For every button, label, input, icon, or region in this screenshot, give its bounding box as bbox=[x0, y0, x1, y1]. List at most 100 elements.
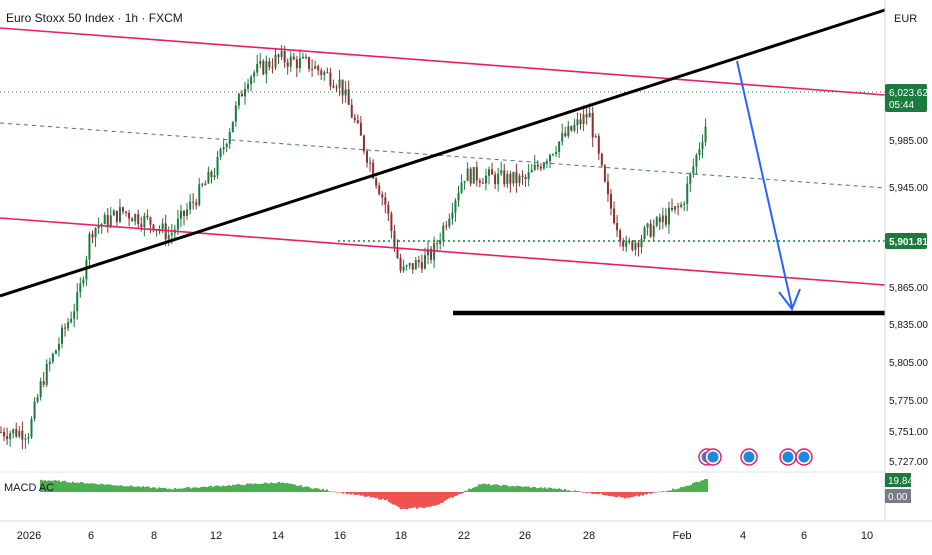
candle bbox=[460, 182, 463, 193]
candle bbox=[542, 163, 545, 169]
candle bbox=[134, 214, 137, 222]
macd-bar bbox=[102, 484, 104, 492]
macd-bar bbox=[540, 487, 542, 492]
macd-bar bbox=[658, 491, 660, 493]
macd-bar bbox=[542, 488, 544, 492]
macd-bar bbox=[640, 492, 642, 496]
macd-bar bbox=[200, 487, 202, 492]
candle bbox=[262, 61, 265, 75]
candle bbox=[353, 117, 356, 121]
macd-bar bbox=[696, 481, 698, 492]
macd-bar bbox=[414, 492, 416, 508]
candle bbox=[674, 206, 677, 210]
candle bbox=[533, 164, 536, 170]
macd-bar bbox=[456, 492, 458, 496]
candle bbox=[680, 204, 683, 207]
macd-bar bbox=[68, 482, 70, 492]
candle bbox=[277, 54, 280, 57]
candle bbox=[701, 142, 704, 150]
candle bbox=[274, 54, 277, 68]
macd-bar bbox=[346, 492, 348, 495]
candle bbox=[308, 57, 311, 69]
candle bbox=[317, 66, 320, 71]
candle bbox=[167, 235, 170, 240]
candle bbox=[643, 227, 646, 239]
macd-bar bbox=[536, 488, 538, 492]
macd-bar bbox=[526, 486, 528, 492]
macd-bar bbox=[504, 484, 506, 492]
macd-bar bbox=[216, 485, 218, 492]
macd-bar bbox=[56, 480, 58, 492]
price-tick: 5,805.00 bbox=[889, 358, 928, 369]
indicator-title[interactable]: MACD AC bbox=[4, 482, 54, 494]
candle bbox=[320, 70, 323, 75]
candle bbox=[414, 260, 417, 270]
macd-bar bbox=[288, 483, 290, 492]
macd-bar bbox=[104, 484, 106, 492]
macd-bar bbox=[690, 484, 692, 492]
candle bbox=[484, 175, 487, 184]
time-axis[interactable]: 2026 6 8 12 14 16 18 20 22 26 28 Feb 4 6… bbox=[17, 530, 873, 542]
macd-bar bbox=[150, 488, 152, 492]
macd-bar bbox=[116, 485, 118, 492]
macd-zero-badge: 0.00 bbox=[885, 489, 911, 503]
macd-bar bbox=[152, 487, 154, 492]
candle bbox=[454, 200, 457, 213]
candle bbox=[384, 197, 387, 205]
candle bbox=[500, 170, 503, 174]
event-markers[interactable] bbox=[698, 448, 813, 466]
rising-trendline[interactable] bbox=[0, 8, 886, 298]
macd-bar bbox=[390, 492, 392, 504]
macd-bar bbox=[310, 488, 312, 492]
lower-channel-line[interactable] bbox=[0, 217, 886, 286]
macd-bar bbox=[112, 485, 114, 492]
candle bbox=[338, 79, 341, 88]
candle bbox=[109, 215, 112, 226]
candle bbox=[247, 84, 250, 89]
macd-bar bbox=[316, 488, 318, 492]
macd-bar bbox=[416, 492, 418, 509]
macd-bar bbox=[692, 483, 694, 492]
macd-bar bbox=[334, 491, 336, 493]
time-tick: 2026 bbox=[17, 530, 41, 542]
macd-bar bbox=[464, 490, 466, 492]
macd-bar bbox=[284, 483, 286, 492]
event-marker-icon bbox=[795, 448, 813, 466]
macd-bar bbox=[644, 492, 646, 495]
macd-bar bbox=[354, 492, 356, 496]
candle bbox=[698, 149, 701, 155]
macd-bar bbox=[262, 483, 264, 492]
macd-bar bbox=[52, 480, 54, 492]
macd-bar bbox=[218, 485, 220, 492]
macd-bar bbox=[602, 492, 604, 495]
macd-bar bbox=[264, 482, 266, 492]
macd-bar bbox=[240, 484, 242, 492]
macd-bar bbox=[314, 488, 316, 492]
candle bbox=[298, 58, 301, 69]
macd-bar bbox=[550, 487, 552, 492]
candle bbox=[390, 213, 393, 231]
candle bbox=[244, 88, 246, 97]
macd-bar bbox=[302, 487, 304, 492]
upper-channel-line[interactable] bbox=[0, 27, 886, 96]
macd-bar bbox=[412, 492, 414, 508]
projection-arrow[interactable] bbox=[736, 60, 793, 308]
macd-bar bbox=[544, 487, 546, 492]
macd-bar bbox=[188, 486, 190, 492]
price-scale[interactable]: EUR 5,985.00 5,945.00 5,865.00 5,835.00 … bbox=[889, 13, 928, 468]
macd-bar bbox=[226, 485, 228, 492]
candle bbox=[6, 436, 9, 440]
candle bbox=[396, 247, 399, 258]
candle bbox=[356, 120, 359, 123]
candle bbox=[558, 141, 561, 152]
macd-bar bbox=[476, 486, 478, 492]
candle bbox=[362, 135, 365, 152]
macd-bar bbox=[256, 483, 258, 492]
candle bbox=[183, 210, 185, 216]
macd-bar bbox=[50, 480, 52, 492]
candle bbox=[15, 429, 18, 437]
macd-bar bbox=[574, 490, 576, 492]
candle bbox=[402, 266, 405, 271]
candle bbox=[73, 311, 76, 319]
